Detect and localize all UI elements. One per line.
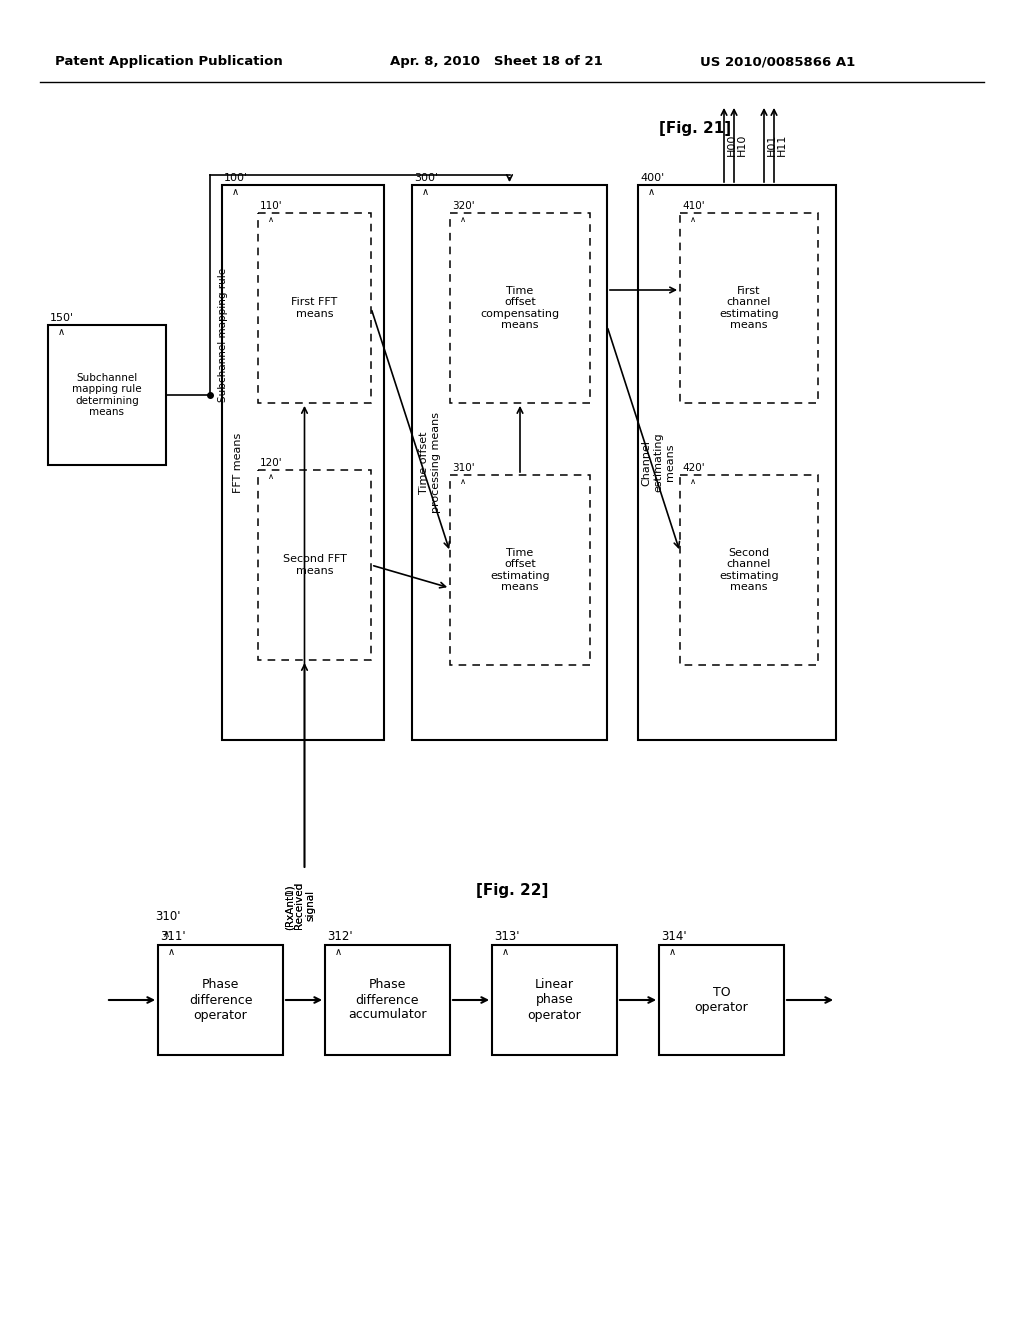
Bar [659, 945, 784, 1055]
Text: 310': 310' [452, 463, 475, 473]
Text: 100': 100' [224, 173, 248, 183]
Text: H11: H11 [777, 133, 787, 156]
Bar [680, 475, 818, 665]
Bar [222, 185, 384, 741]
Text: ∧: ∧ [502, 946, 509, 957]
Text: ∧: ∧ [168, 946, 175, 957]
Text: 312': 312' [327, 931, 352, 942]
Text: Time
offset
estimating
means: Time offset estimating means [490, 548, 550, 593]
Text: ∧: ∧ [460, 215, 466, 224]
Text: 311': 311' [160, 931, 185, 942]
Text: Received
signal: Received signal [294, 882, 315, 929]
Text: Patent Application Publication: Patent Application Publication [55, 55, 283, 69]
Text: ∧: ∧ [268, 473, 274, 480]
Text: 320': 320' [452, 201, 475, 211]
Text: 420': 420' [682, 463, 705, 473]
Bar [158, 945, 283, 1055]
Text: ∧: ∧ [268, 215, 274, 224]
Text: Phase
difference
operator: Phase difference operator [188, 978, 252, 1022]
Text: Apr. 8, 2010   Sheet 18 of 21: Apr. 8, 2010 Sheet 18 of 21 [390, 55, 603, 69]
Text: Received
signal: Received signal [294, 882, 315, 929]
Text: First
channel
estimating
means: First channel estimating means [719, 285, 779, 330]
Bar [450, 213, 590, 403]
Text: Phase
difference
accumulator: Phase difference accumulator [348, 978, 427, 1022]
Bar [412, 185, 607, 741]
Text: US 2010/0085866 A1: US 2010/0085866 A1 [700, 55, 855, 69]
Text: 314': 314' [662, 931, 687, 942]
Text: Channel
estimating
means: Channel estimating means [641, 433, 675, 492]
Text: 400': 400' [640, 173, 665, 183]
Text: ∧: ∧ [422, 187, 429, 197]
Bar [48, 325, 166, 465]
Text: ∧: ∧ [58, 327, 66, 337]
Text: ∧: ∧ [460, 477, 466, 486]
Bar [258, 213, 371, 403]
Text: (RxAnt0): (RxAnt0) [285, 884, 295, 929]
Text: ∧: ∧ [690, 215, 696, 224]
Text: FFT means: FFT means [233, 433, 243, 492]
Text: First FFT
means: First FFT means [292, 297, 338, 319]
Text: H10: H10 [737, 133, 746, 156]
Bar [450, 475, 590, 665]
Text: [Fig. 22]: [Fig. 22] [476, 883, 548, 898]
Text: Linear
phase
operator: Linear phase operator [527, 978, 582, 1022]
Text: ∧: ∧ [690, 477, 696, 486]
Text: TO
operator: TO operator [694, 986, 749, 1014]
Bar [680, 213, 818, 403]
Text: Subchannel
mapping rule
determining
means: Subchannel mapping rule determining mean… [72, 372, 141, 417]
Text: 300': 300' [414, 173, 438, 183]
Text: ∧: ∧ [335, 946, 342, 957]
Text: 150': 150' [50, 313, 74, 323]
Text: ∧: ∧ [232, 187, 240, 197]
Text: [Fig. 21]: [Fig. 21] [658, 120, 731, 136]
Text: ∧: ∧ [669, 946, 676, 957]
Text: H00: H00 [727, 133, 737, 156]
Bar [258, 470, 371, 660]
Text: ∧: ∧ [648, 187, 655, 197]
Bar [638, 185, 836, 741]
Text: 310': 310' [155, 909, 180, 923]
Text: 313': 313' [494, 931, 519, 942]
Text: 410': 410' [682, 201, 705, 211]
Bar [492, 945, 617, 1055]
Bar [325, 945, 450, 1055]
Text: Second
channel
estimating
means: Second channel estimating means [719, 548, 779, 593]
Text: Second FFT
means: Second FFT means [283, 554, 346, 576]
Text: H01: H01 [767, 133, 777, 156]
Text: Time
offset
compensating
means: Time offset compensating means [480, 285, 559, 330]
Text: (RxAnt1): (RxAnt1) [285, 884, 295, 929]
Text: 120': 120' [260, 458, 283, 469]
Text: Time offset
processing means: Time offset processing means [419, 412, 440, 513]
Text: ∧: ∧ [163, 929, 170, 939]
Text: Subchannel mapping rule: Subchannel mapping rule [218, 268, 228, 403]
Text: 110': 110' [260, 201, 283, 211]
